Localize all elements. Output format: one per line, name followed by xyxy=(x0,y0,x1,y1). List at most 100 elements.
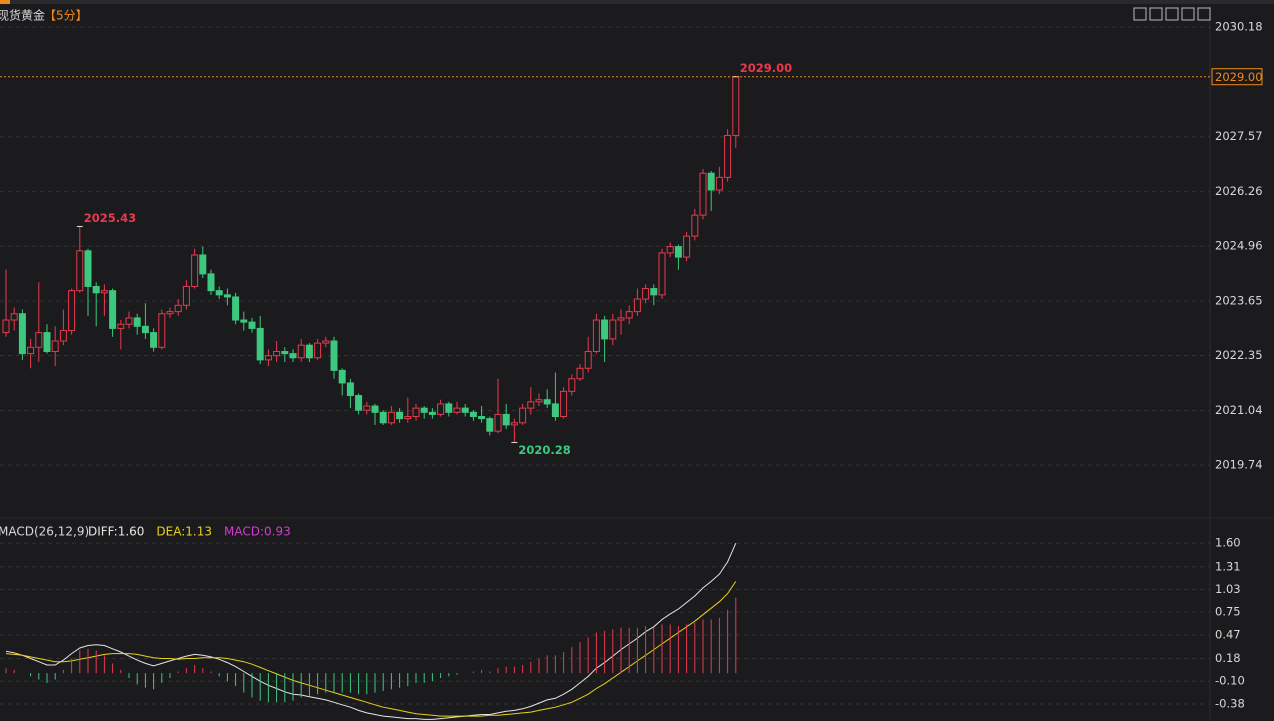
chart-title: 现货黄金 xyxy=(0,8,45,23)
candle-body xyxy=(666,246,674,254)
candle-body xyxy=(601,319,609,340)
y-tick-label: 1.60 xyxy=(1215,536,1241,550)
candle-body xyxy=(346,382,354,397)
y-tick-label: 0.75 xyxy=(1215,605,1241,619)
candle-body xyxy=(59,330,67,342)
annotation-label: 2020.28 xyxy=(518,443,570,457)
candle-body xyxy=(305,344,313,359)
candle-body xyxy=(223,294,231,298)
candle-body xyxy=(76,250,84,292)
candle-body xyxy=(625,311,633,319)
candle-body xyxy=(330,340,338,371)
candle-body xyxy=(724,134,732,178)
candle-body xyxy=(43,332,51,352)
candle-body xyxy=(289,353,297,359)
candle-body xyxy=(510,422,518,426)
legend-entry: MACD:0.93 xyxy=(224,525,291,539)
candle-body xyxy=(543,399,551,405)
candle-body xyxy=(674,246,682,258)
candle-body xyxy=(592,319,600,352)
candle-body xyxy=(18,313,26,355)
candle-body xyxy=(51,340,59,352)
candle-body xyxy=(355,395,363,411)
tool-icon[interactable] xyxy=(1149,7,1163,21)
y-tick-label: 1.03 xyxy=(1215,582,1241,596)
candle-body xyxy=(158,313,166,348)
candle-body xyxy=(584,350,592,369)
candle-body xyxy=(707,172,715,191)
candle-body xyxy=(420,407,428,413)
candle-body xyxy=(396,411,404,420)
candle-body xyxy=(182,285,190,306)
candle-body xyxy=(117,323,125,329)
y-tick-label: 2024.96 xyxy=(1215,239,1263,253)
legend-entry: DEA:1.13 xyxy=(156,525,212,539)
candle-body xyxy=(699,172,707,216)
candle-body xyxy=(191,254,199,287)
candle-body xyxy=(141,325,149,334)
last-price-label: 2029.00 xyxy=(1215,70,1263,84)
candle-body xyxy=(256,327,264,361)
candle-body xyxy=(371,405,379,413)
candle-body xyxy=(215,290,223,296)
candle-body xyxy=(125,317,133,325)
candle-body xyxy=(35,332,43,348)
candle-body xyxy=(27,346,35,355)
candle-body xyxy=(527,401,535,409)
candle-body xyxy=(363,405,371,411)
candle-body xyxy=(568,378,576,392)
candle-body xyxy=(551,403,559,418)
candle-body xyxy=(560,390,568,418)
candle-body xyxy=(404,416,412,420)
candle-body xyxy=(469,411,477,418)
indicator-name: MACD(26,12,9) xyxy=(0,525,89,539)
candle-body xyxy=(174,304,182,313)
candle-body xyxy=(609,319,617,340)
tool-icon[interactable] xyxy=(1165,7,1179,21)
candle-body xyxy=(453,407,461,413)
y-tick-label: 2019.74 xyxy=(1215,458,1263,472)
tool-icon[interactable] xyxy=(1133,7,1147,21)
legend-entry: DIFF:1.60 xyxy=(88,525,144,539)
y-tick-label: 1.31 xyxy=(1215,559,1241,573)
candle-body xyxy=(658,252,666,296)
y-tick-label: 2023.65 xyxy=(1215,294,1263,308)
candle-body xyxy=(445,403,453,413)
tab-marker xyxy=(0,0,10,4)
candle-body xyxy=(207,273,215,292)
candle-body xyxy=(100,290,108,294)
y-tick-label: -0.10 xyxy=(1215,674,1245,688)
candle-body xyxy=(642,288,650,300)
candle-body xyxy=(683,235,691,258)
candle-body xyxy=(519,407,527,424)
candle-body xyxy=(92,285,100,294)
candle-body xyxy=(10,313,18,321)
candle-body xyxy=(150,332,158,348)
candle-body xyxy=(273,350,281,357)
y-tick-label: 0.47 xyxy=(1215,627,1241,641)
y-tick-label: -0.38 xyxy=(1215,696,1245,710)
candle-body xyxy=(232,296,240,321)
y-tick-label: 2022.35 xyxy=(1215,348,1263,362)
candle-body xyxy=(133,317,141,327)
y-tick-label: 2027.57 xyxy=(1215,129,1263,143)
candle-body xyxy=(240,319,248,323)
period: 【5分】 xyxy=(44,9,88,23)
tool-icon[interactable] xyxy=(1181,7,1195,21)
candle-body xyxy=(297,344,305,359)
candle-body xyxy=(379,411,387,424)
toolbar xyxy=(1133,7,1211,21)
candle-body xyxy=(166,311,174,315)
candle-body xyxy=(199,254,207,275)
tool-icon[interactable] xyxy=(1197,7,1211,21)
y-tick-label: 2030.18 xyxy=(1215,20,1263,34)
candle-body xyxy=(84,250,92,287)
candle-body xyxy=(461,407,469,413)
candle-body xyxy=(412,407,420,418)
candle-body xyxy=(338,369,346,384)
candle-body xyxy=(502,413,510,426)
y-tick-label: 2021.04 xyxy=(1215,403,1263,417)
candle-body xyxy=(322,340,330,344)
